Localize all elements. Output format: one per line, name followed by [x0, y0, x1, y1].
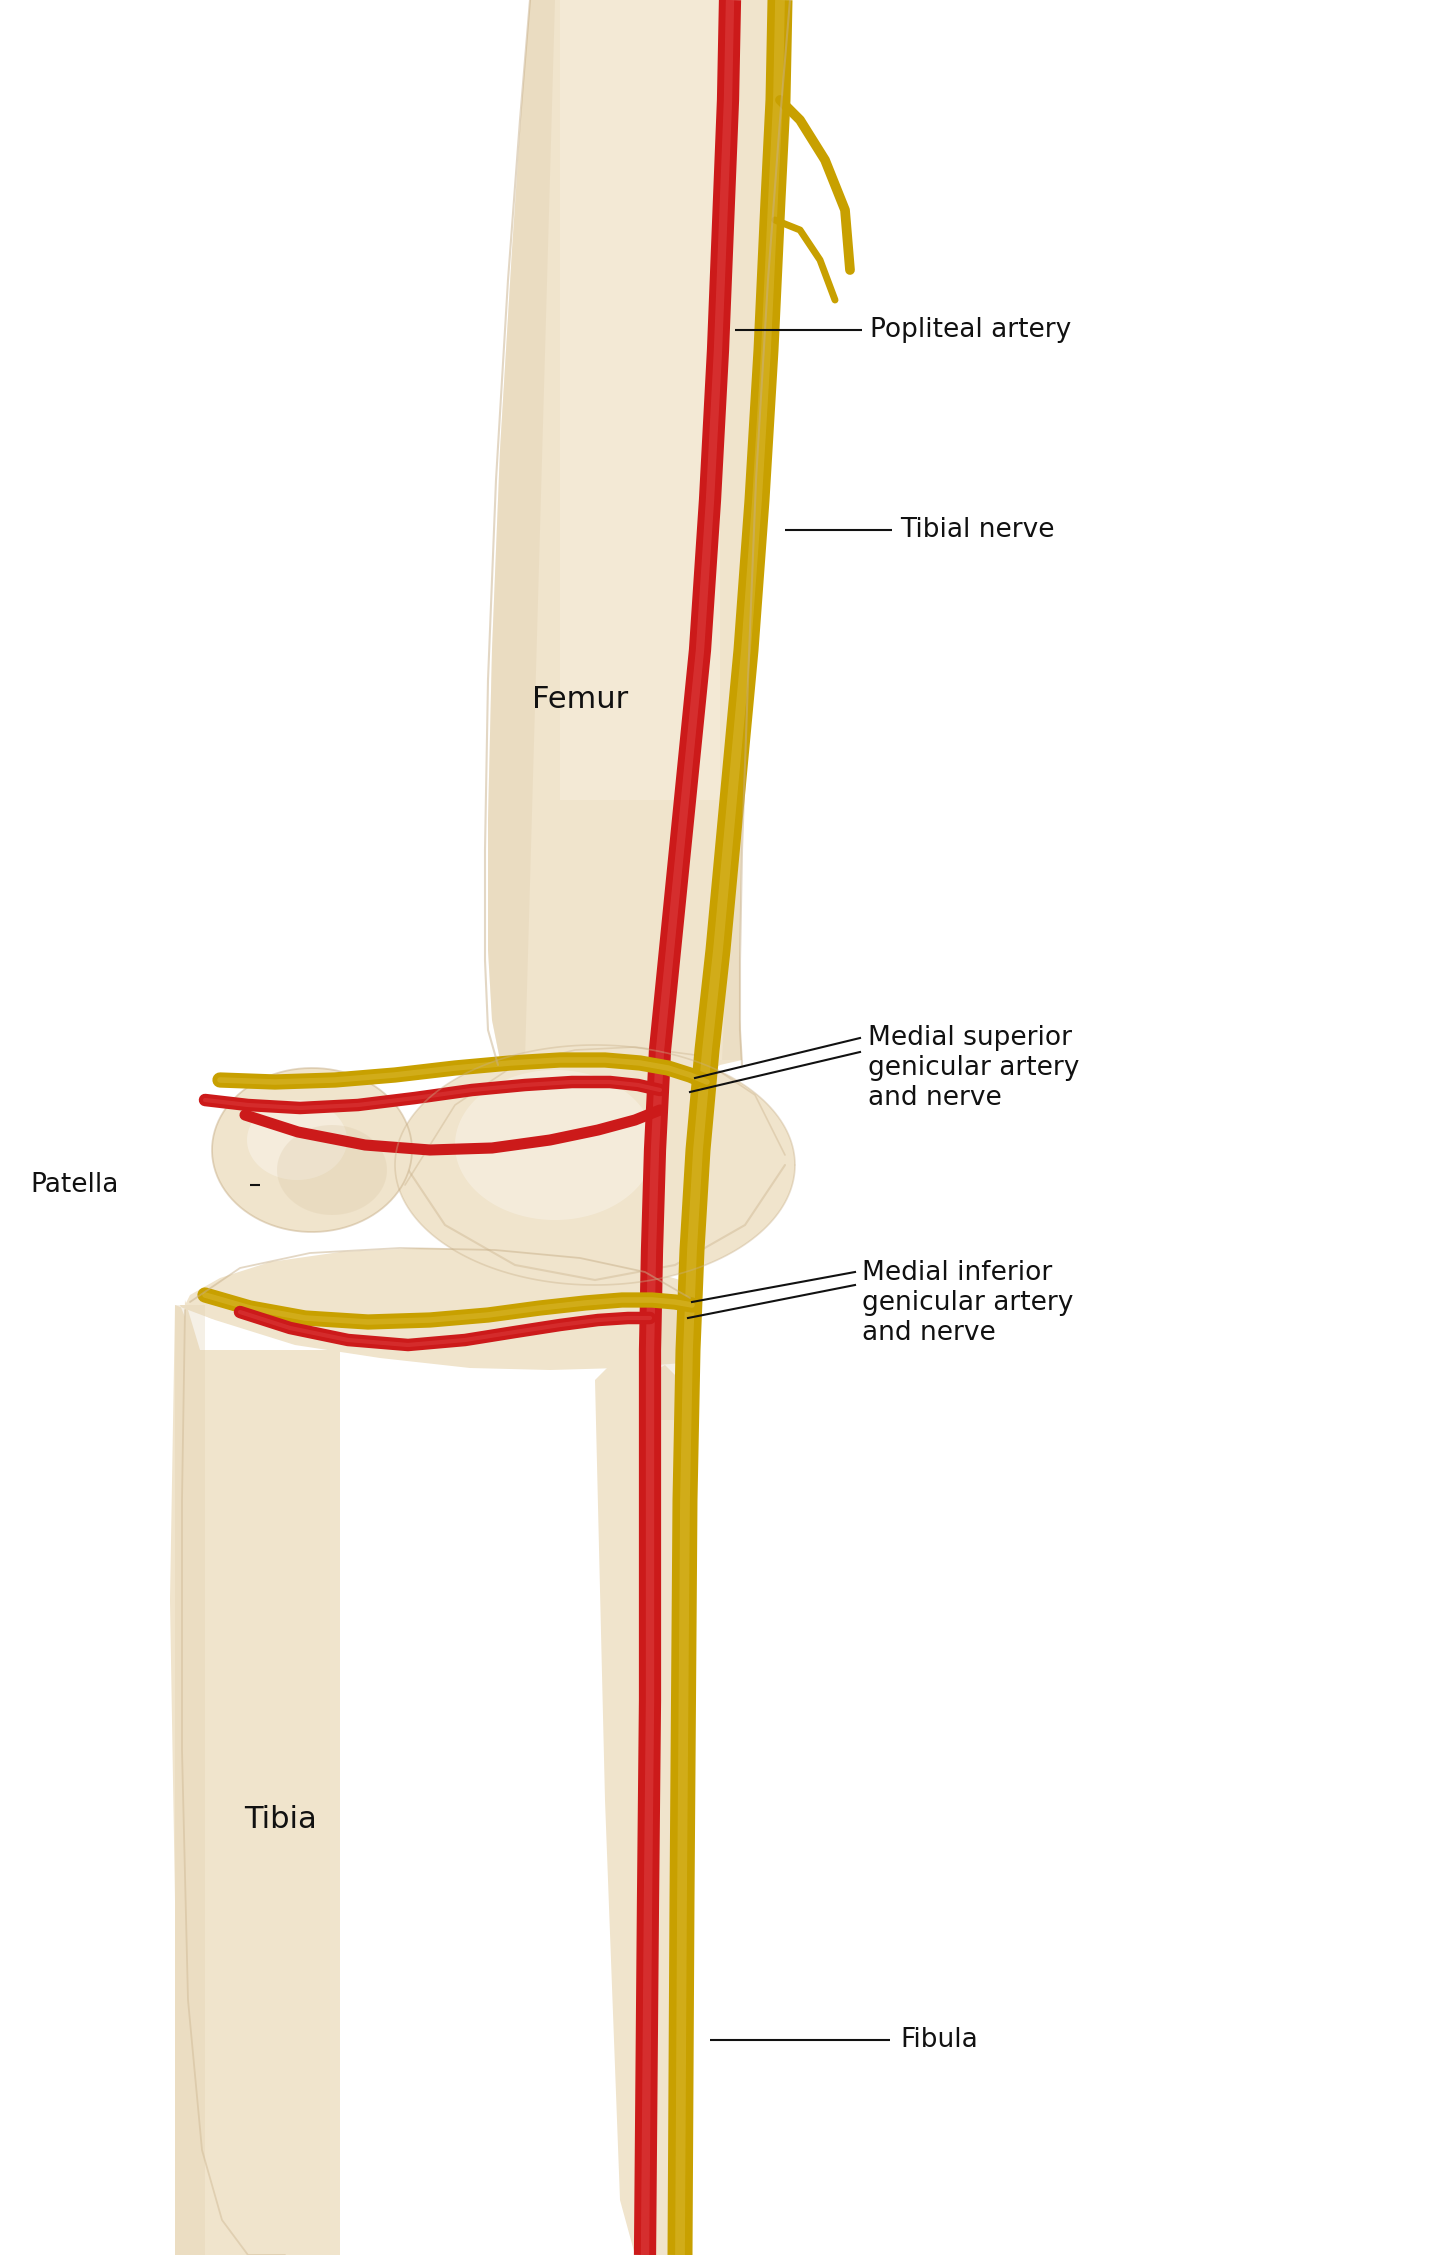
- Text: Tibial nerve: Tibial nerve: [900, 516, 1054, 543]
- Text: Medial superior
genicular artery
and nerve: Medial superior genicular artery and ner…: [868, 1026, 1079, 1112]
- Polygon shape: [395, 1044, 795, 1285]
- Polygon shape: [278, 1125, 387, 1215]
- Text: Fibula: Fibula: [900, 2027, 977, 2052]
- Polygon shape: [170, 1306, 695, 2255]
- Polygon shape: [185, 1247, 699, 1353]
- Text: Medial inferior
genicular artery
and nerve: Medial inferior genicular artery and ner…: [862, 1261, 1073, 1346]
- Polygon shape: [247, 1100, 348, 1179]
- Polygon shape: [595, 1351, 659, 2255]
- Text: Popliteal artery: Popliteal artery: [869, 318, 1072, 343]
- Text: Femur: Femur: [532, 686, 628, 715]
- Polygon shape: [455, 1071, 654, 1220]
- Polygon shape: [174, 1299, 330, 2255]
- Polygon shape: [723, 0, 790, 1060]
- Polygon shape: [489, 0, 555, 1060]
- Polygon shape: [560, 0, 720, 801]
- Polygon shape: [174, 1306, 205, 2255]
- Text: Tibia: Tibia: [244, 1806, 317, 1836]
- Polygon shape: [640, 1364, 680, 2255]
- Polygon shape: [174, 1351, 340, 2255]
- Polygon shape: [640, 1306, 695, 1421]
- Polygon shape: [212, 1069, 411, 1231]
- Polygon shape: [489, 0, 790, 1096]
- Text: Patella: Patella: [31, 1173, 118, 1197]
